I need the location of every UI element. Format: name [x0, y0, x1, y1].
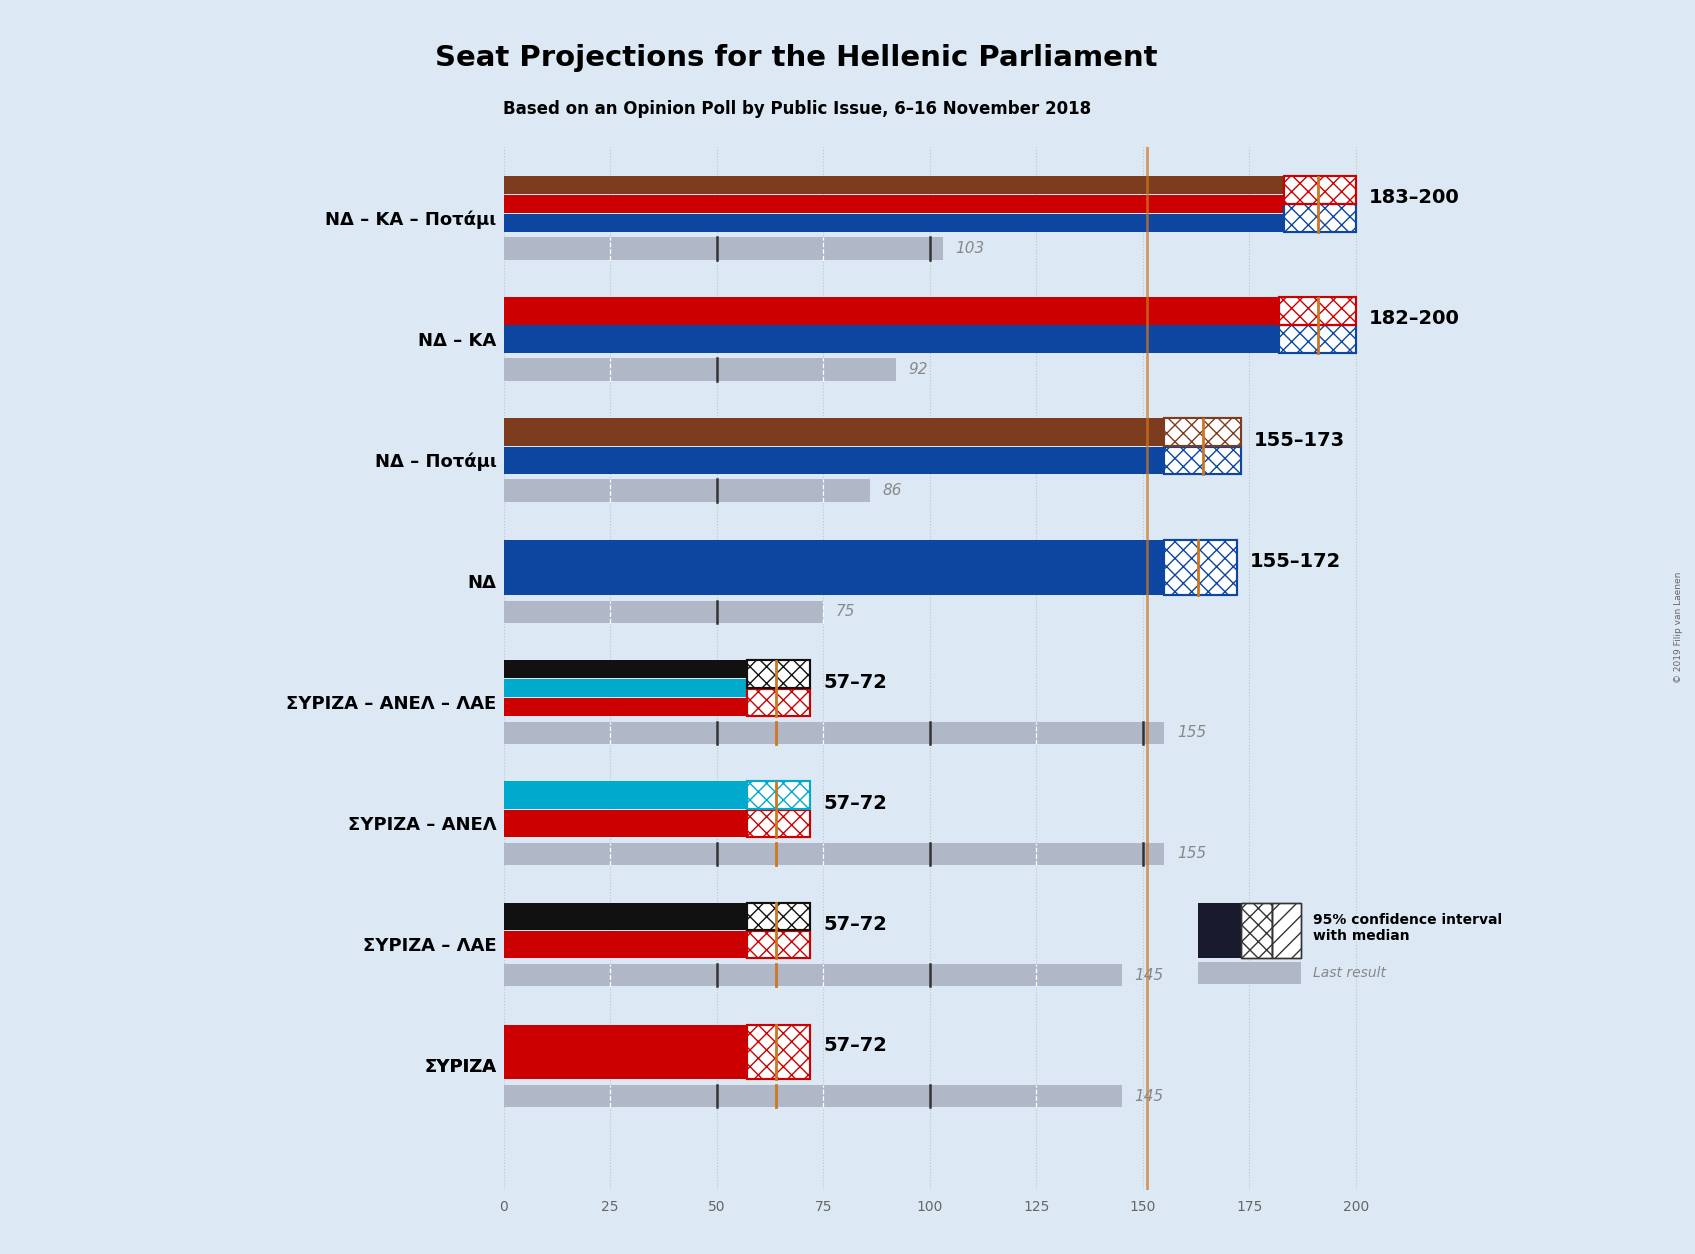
Bar [503, 781, 810, 809]
Text: ΝΔ – ΚΑ: ΝΔ – ΚΑ [419, 332, 497, 350]
Text: 183–200: 183–200 [1370, 188, 1459, 207]
Bar [746, 1025, 810, 1080]
Bar [746, 781, 810, 809]
Bar [503, 359, 895, 381]
Text: ΣΥΡΙΖΑ – ΛΑΕ: ΣΥΡΙΖΑ – ΛΑΕ [363, 938, 497, 956]
Bar [1164, 446, 1241, 474]
Bar [746, 661, 810, 688]
Bar [1283, 176, 1356, 203]
Bar [746, 1025, 810, 1080]
Bar [1198, 903, 1241, 958]
Bar [503, 540, 1237, 596]
Bar [746, 810, 810, 838]
Text: ΣΥΡΙΖΑ – ΑΝΕΛ – ΛΑΕ: ΣΥΡΙΖΑ – ΑΝΕΛ – ΛΑΕ [286, 695, 497, 714]
Bar [746, 781, 810, 809]
Text: ΣΥΡΙΖΑ – ΑΝΕΛ: ΣΥΡΙΖΑ – ΑΝΕΛ [347, 816, 497, 834]
Bar [1164, 446, 1241, 474]
Bar [1283, 204, 1356, 232]
Bar [746, 688, 810, 716]
Bar [503, 964, 1122, 987]
Text: © 2019 Filip van Laenen: © 2019 Filip van Laenen [1675, 572, 1683, 682]
Bar [503, 176, 1356, 194]
Bar [503, 601, 824, 623]
Bar [503, 419, 1241, 445]
Bar [503, 326, 1356, 352]
Text: 155: 155 [1176, 846, 1207, 861]
Text: Last result: Last result [1314, 966, 1387, 981]
Bar [1164, 419, 1241, 445]
Text: Based on an Opinion Poll by Public Issue, 6–16 November 2018: Based on an Opinion Poll by Public Issue… [503, 100, 1090, 118]
Bar [503, 660, 810, 678]
Text: 75: 75 [836, 604, 856, 619]
Text: 155–173: 155–173 [1254, 430, 1344, 449]
Bar [1164, 419, 1241, 445]
Text: 145: 145 [1134, 1088, 1164, 1104]
Bar [503, 903, 810, 930]
Text: ΣΥΡΙΖΑ: ΣΥΡΙΖΑ [425, 1058, 497, 1076]
Text: 57–72: 57–72 [824, 1036, 886, 1055]
Text: 155–172: 155–172 [1249, 552, 1341, 571]
Bar [503, 843, 1164, 865]
Text: 57–72: 57–72 [824, 794, 886, 813]
Bar [1280, 297, 1356, 325]
Bar [503, 1085, 1122, 1107]
Bar [746, 930, 810, 958]
Bar [746, 688, 810, 716]
Bar [503, 1025, 810, 1080]
Text: 145: 145 [1134, 968, 1164, 983]
Bar [503, 194, 1356, 213]
Bar [503, 930, 810, 958]
Text: 92: 92 [909, 362, 927, 377]
Bar [503, 479, 870, 502]
Text: 86: 86 [883, 483, 902, 498]
Bar [746, 661, 810, 688]
Text: 182–200: 182–200 [1370, 310, 1459, 329]
Bar [1280, 326, 1356, 352]
Bar [1271, 903, 1300, 958]
Bar [1283, 204, 1356, 232]
Bar [746, 810, 810, 838]
Bar [503, 446, 1241, 474]
Bar [503, 297, 1356, 325]
Bar [746, 903, 810, 930]
Bar [1283, 176, 1356, 203]
Bar [1241, 903, 1271, 958]
Bar [503, 810, 810, 838]
Bar [1241, 903, 1271, 958]
Bar [746, 930, 810, 958]
Text: 57–72: 57–72 [824, 672, 886, 692]
Text: 57–72: 57–72 [824, 915, 886, 934]
Text: ΝΔ – Ποτάμι: ΝΔ – Ποτάμι [375, 453, 497, 472]
Text: 95% confidence interval
with median: 95% confidence interval with median [1314, 913, 1502, 943]
Bar [1164, 540, 1237, 596]
Text: ΝΔ: ΝΔ [468, 574, 497, 592]
Text: 155: 155 [1176, 725, 1207, 740]
Text: Seat Projections for the Hellenic Parliament: Seat Projections for the Hellenic Parlia… [436, 44, 1158, 71]
Text: 103: 103 [956, 241, 985, 256]
Bar [746, 903, 810, 930]
Bar [503, 721, 1164, 744]
Bar [503, 237, 942, 260]
Bar [1280, 297, 1356, 325]
Bar [1271, 903, 1300, 958]
Bar [1198, 962, 1300, 984]
Bar [503, 678, 810, 697]
Text: ΣΥΡΙΖΑ: ΣΥΡΙΖΑ [425, 1058, 497, 1076]
Bar [1280, 326, 1356, 352]
Bar [503, 213, 1356, 232]
Bar [1164, 540, 1237, 596]
Bar [503, 698, 810, 716]
Text: ΝΔ – ΚΑ – Ποτάμι: ΝΔ – ΚΑ – Ποτάμι [325, 211, 497, 229]
